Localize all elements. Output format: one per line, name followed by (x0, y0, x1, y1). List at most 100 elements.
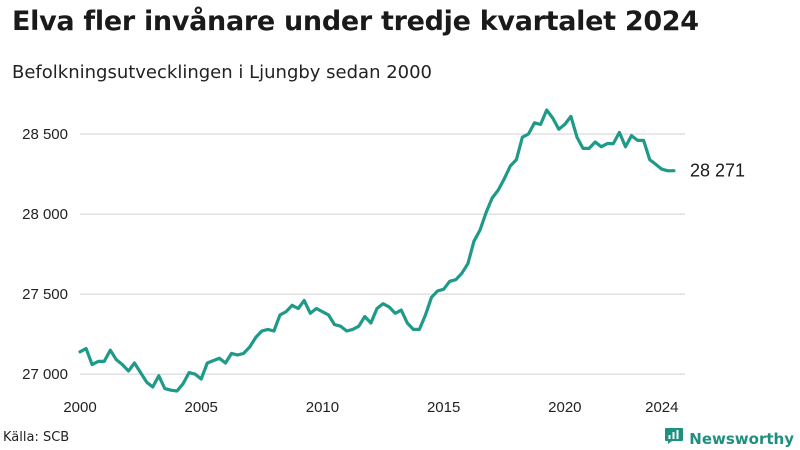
data-point (472, 240, 476, 243)
data-point (242, 352, 245, 355)
data-point (290, 304, 294, 307)
data-point (545, 108, 548, 112)
data-point (454, 278, 457, 281)
data-point (303, 299, 306, 302)
data-point (236, 353, 239, 357)
population-line (78, 108, 676, 393)
data-point (115, 358, 118, 361)
data-point (321, 310, 324, 313)
data-point (436, 289, 439, 293)
data-point (90, 363, 94, 366)
data-point (187, 371, 191, 374)
data-point (587, 147, 591, 150)
data-point (357, 325, 360, 328)
data-point (97, 360, 100, 363)
data-point (272, 329, 276, 333)
data-point (339, 325, 342, 328)
data-point (103, 360, 106, 363)
data-point (218, 357, 221, 360)
data-point (600, 145, 603, 148)
data-point (448, 280, 451, 283)
data-point (163, 387, 166, 390)
data-point (654, 163, 657, 166)
data-point (575, 136, 579, 139)
y-tick-label: 28 500 (22, 126, 68, 143)
data-point (375, 307, 379, 310)
data-point (515, 158, 518, 161)
data-point (478, 228, 482, 232)
data-point (642, 139, 645, 142)
x-tick-label: 2020 (548, 399, 581, 416)
data-point (672, 169, 676, 172)
data-point (551, 116, 554, 120)
brand-name: Newsworthy (689, 429, 794, 448)
y-tick-label: 27 500 (22, 286, 68, 303)
data-point (181, 382, 185, 385)
x-tick-label: 2005 (185, 399, 218, 416)
data-point (636, 139, 639, 142)
data-point (327, 313, 330, 317)
data-point (497, 188, 500, 192)
data-point (351, 328, 354, 331)
data-point (278, 313, 282, 317)
source-note: Källa: SCB (3, 430, 70, 445)
data-point (533, 121, 536, 125)
data-point (133, 361, 136, 365)
newsworthy-logo-icon (664, 427, 684, 450)
data-point (624, 145, 627, 148)
data-point (648, 158, 651, 161)
data-point (394, 312, 397, 315)
data-point (175, 389, 179, 393)
data-point (254, 336, 257, 339)
brand-logo: Newsworthy (664, 427, 794, 450)
data-point (206, 361, 209, 365)
data-point (430, 296, 433, 299)
data-point (369, 321, 373, 325)
data-point (315, 307, 318, 310)
data-point (581, 147, 585, 150)
data-point (194, 373, 197, 376)
data-point (527, 132, 530, 136)
data-points (78, 108, 676, 393)
data-point (266, 328, 270, 331)
y-tick-label: 28 000 (22, 206, 68, 223)
data-point (424, 313, 427, 317)
data-point (121, 363, 124, 366)
x-tick-label: 2000 (63, 399, 96, 416)
x-axis-ticks: 2000 2005 2010 2015 2020 2024 (63, 399, 678, 416)
data-point (212, 359, 215, 362)
data-point (618, 131, 621, 134)
series (78, 108, 676, 393)
data-point (297, 307, 300, 310)
data-point (345, 329, 348, 333)
data-point (169, 389, 173, 392)
data-point (381, 302, 385, 305)
chart-title: Elva fler invånare under tredje kvartale… (12, 6, 699, 37)
data-point (539, 123, 542, 126)
y-tick-label: 27 000 (22, 366, 68, 383)
gridlines (80, 133, 685, 375)
x-tick-label: 2024 (645, 399, 678, 416)
data-point (333, 323, 336, 326)
data-point (224, 361, 227, 365)
data-point (151, 385, 154, 389)
data-point (387, 305, 391, 309)
data-point (109, 349, 112, 352)
data-point (612, 142, 615, 145)
data-point (418, 328, 421, 331)
data-point (260, 329, 263, 333)
data-point (139, 371, 142, 374)
data-point (521, 136, 524, 139)
end-value-label: 28 271 (690, 161, 745, 181)
data-point (84, 347, 88, 350)
data-point (630, 134, 633, 137)
data-point (594, 140, 597, 144)
data-point (127, 369, 130, 373)
data-point (484, 211, 488, 214)
data-point (230, 352, 233, 355)
data-point (78, 350, 82, 353)
data-point (145, 381, 148, 384)
data-point (460, 272, 463, 275)
data-point (466, 262, 470, 265)
